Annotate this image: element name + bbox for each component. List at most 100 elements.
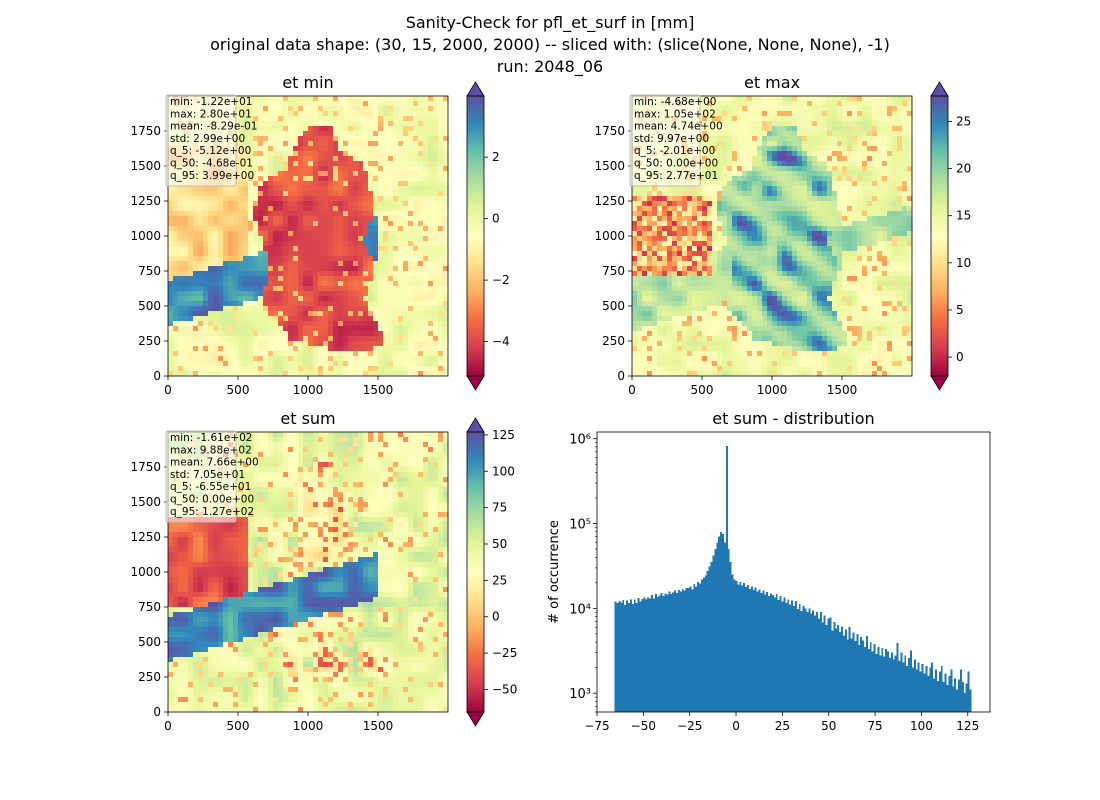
histogram-bar: [733, 579, 736, 712]
histogram-bar: [697, 581, 700, 712]
y-tick-label: 250: [138, 334, 161, 348]
colorbar-tick-label: −25: [492, 646, 517, 660]
colorbar-gradient: [931, 96, 948, 376]
histogram-bar: [888, 657, 891, 712]
histogram-bar: [624, 604, 627, 712]
histogram-bar: [639, 601, 642, 712]
x-tick-label: 1000: [293, 383, 324, 397]
histogram-bar: [812, 610, 815, 712]
colorbar-tick-label: −50: [492, 682, 517, 696]
histogram-bar: [677, 589, 680, 712]
histogram-bar: [816, 612, 818, 712]
histogram-bars: [614, 446, 972, 712]
histogram-bar: [854, 641, 857, 712]
histogram-bar: [760, 593, 763, 712]
histogram-bar: [791, 600, 794, 712]
histogram-x-axis: −75 −50 −25 0 25 50 75 100 125: [584, 712, 979, 733]
histogram-bar: [614, 601, 617, 712]
y-tick-label: 750: [138, 264, 161, 278]
x-tick-label: −75: [584, 719, 609, 733]
histogram-bar: [802, 606, 805, 712]
colorbar-extend-max: [466, 417, 485, 433]
stats-line: q_95: 2.77e+01: [634, 170, 718, 182]
histogram-bar: [714, 549, 717, 712]
colorbar-gradient: [467, 96, 484, 376]
histogram-bar: [940, 665, 943, 712]
y-axis: 0 250 500 750 1000 1250 1500 1750: [130, 460, 168, 719]
histogram-bar: [800, 611, 803, 712]
histogram-bar: [695, 586, 698, 712]
histogram-bar: [704, 575, 707, 712]
histogram-bar: [670, 594, 673, 712]
histogram-bar: [835, 628, 838, 712]
histogram-bar: [683, 590, 686, 712]
histogram-title: et sum - distribution: [712, 409, 874, 428]
stats-line: q_50: -4.68e-01: [170, 158, 253, 170]
histogram-bar: [823, 615, 826, 712]
stats-line: min: -1.22e+01: [170, 96, 252, 108]
colorbar-tick-label: 5: [956, 303, 964, 317]
histogram-bar: [831, 630, 834, 712]
histogram-bar: [963, 693, 966, 712]
y-tick-label: 1250: [594, 194, 625, 208]
histogram-bar: [810, 613, 813, 712]
colorbar: −4 −2 0 2: [466, 81, 510, 391]
x-tick-label: −50: [631, 719, 656, 733]
x-tick-label: 1000: [757, 383, 788, 397]
histogram-bar: [662, 596, 665, 712]
histogram-bar: [873, 644, 876, 712]
histogram-bar: [967, 671, 970, 712]
histogram-bar: [789, 604, 792, 712]
y-tick-label: 10³: [569, 687, 591, 702]
histogram-bar: [837, 624, 840, 712]
stats-line: max: 2.80e+01: [170, 108, 252, 120]
colorbar-tick-label: 100: [492, 464, 515, 478]
histogram-bar: [806, 611, 809, 712]
stats-line: min: -4.68e+00: [634, 96, 716, 108]
y-tick-label: 250: [602, 334, 625, 348]
histogram-bar: [770, 593, 772, 712]
histogram-bar: [702, 577, 705, 712]
histogram-bar: [729, 562, 732, 712]
histogram-bar: [852, 632, 855, 712]
y-tick-label: 1750: [130, 460, 161, 474]
histogram-bar: [699, 583, 701, 712]
histogram-bar: [933, 678, 936, 712]
histogram-bar: [890, 652, 893, 712]
stats-line: std: 2.99e+00: [170, 133, 245, 145]
histogram-bar: [743, 583, 746, 712]
colorbar-frame: [466, 95, 485, 377]
histogram-bar: [737, 584, 740, 712]
y-tick-label: 0: [153, 369, 161, 383]
histogram-bar: [681, 588, 684, 712]
y-tick-label: 0: [153, 705, 161, 719]
y-tick-label: 250: [138, 670, 161, 684]
histogram-bar: [946, 684, 949, 712]
histogram-bar: [710, 562, 713, 712]
x-tick-label: 100: [910, 719, 933, 733]
x-tick-label: −25: [677, 719, 702, 733]
histogram-bar: [839, 631, 841, 712]
histogram-bar: [651, 595, 653, 712]
histogram-bar: [927, 675, 930, 712]
histogram-bar: [887, 651, 889, 712]
histogram-bar: [622, 600, 625, 712]
histogram-bar: [664, 593, 667, 712]
y-tick-label: 1250: [130, 194, 161, 208]
histogram-bar: [900, 652, 903, 712]
histogram-bar: [773, 597, 776, 712]
histogram-bar: [768, 596, 771, 712]
histogram-bar: [668, 591, 671, 712]
colorbar-tick-label: −4: [492, 335, 510, 349]
histogram-bar: [660, 592, 663, 712]
histogram-bar: [875, 653, 878, 712]
stats-box-background: [165, 94, 237, 187]
histogram-bar: [725, 446, 728, 712]
colorbar-tick-label: 0: [956, 350, 964, 364]
histogram-bar: [658, 595, 661, 712]
histogram-bar: [950, 669, 953, 712]
